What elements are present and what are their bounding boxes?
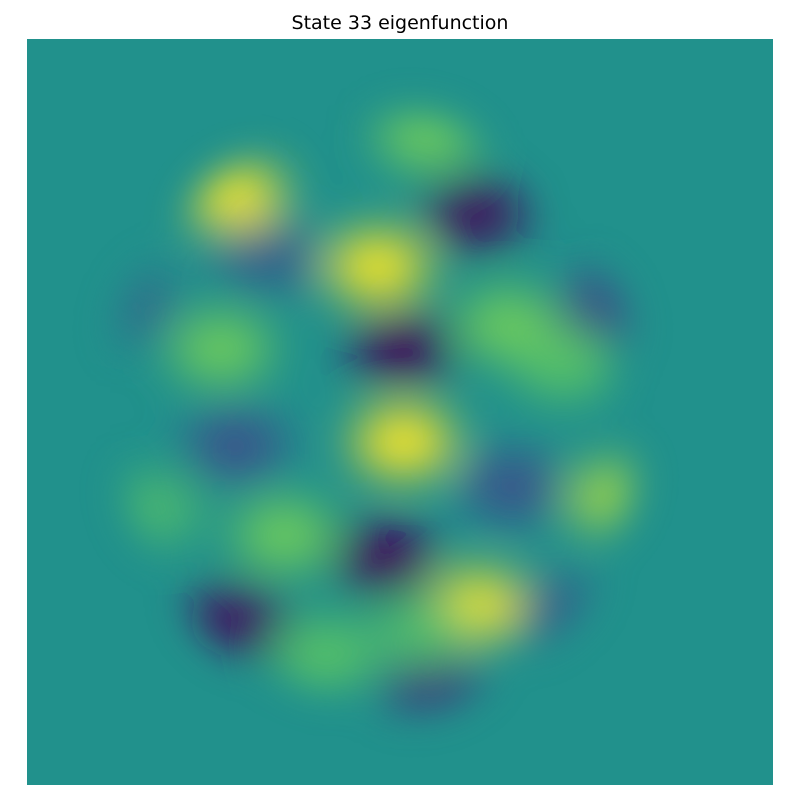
chart-title: State 33 eigenfunction [291, 12, 509, 34]
heatmap-lobe-10 [555, 273, 655, 342]
heatmap-lobe-16 [235, 501, 334, 570]
heatmap-lobe-23 [514, 329, 614, 398]
heatmap-lobe-12 [354, 407, 454, 476]
heatmap-lobe-1 [185, 161, 284, 230]
heatmap-lobe-24 [373, 598, 472, 667]
heatmap-lobe-11 [186, 411, 286, 480]
heatmap-lobe-7 [171, 314, 271, 383]
heatmap-lobe-14 [567, 463, 666, 532]
heatmap-lobe-6 [78, 269, 177, 338]
heatmap-lobe-15 [104, 475, 204, 543]
heatmap-lobe-19 [186, 586, 286, 655]
heatmap-lobe-8 [352, 314, 452, 383]
heatmap-lobe-3 [425, 180, 524, 249]
heatmap-lobe-21 [514, 579, 614, 648]
heatmap-lobe-13 [462, 452, 562, 521]
heatmap-lobe-20 [276, 620, 375, 689]
heatmap-lobe-17 [335, 523, 435, 592]
heatmap-lobe-4 [328, 232, 427, 301]
heatmap-lobe-5 [217, 222, 317, 291]
heatmap-lobe-22 [384, 657, 483, 726]
heatmap-lobe-2 [378, 100, 477, 169]
